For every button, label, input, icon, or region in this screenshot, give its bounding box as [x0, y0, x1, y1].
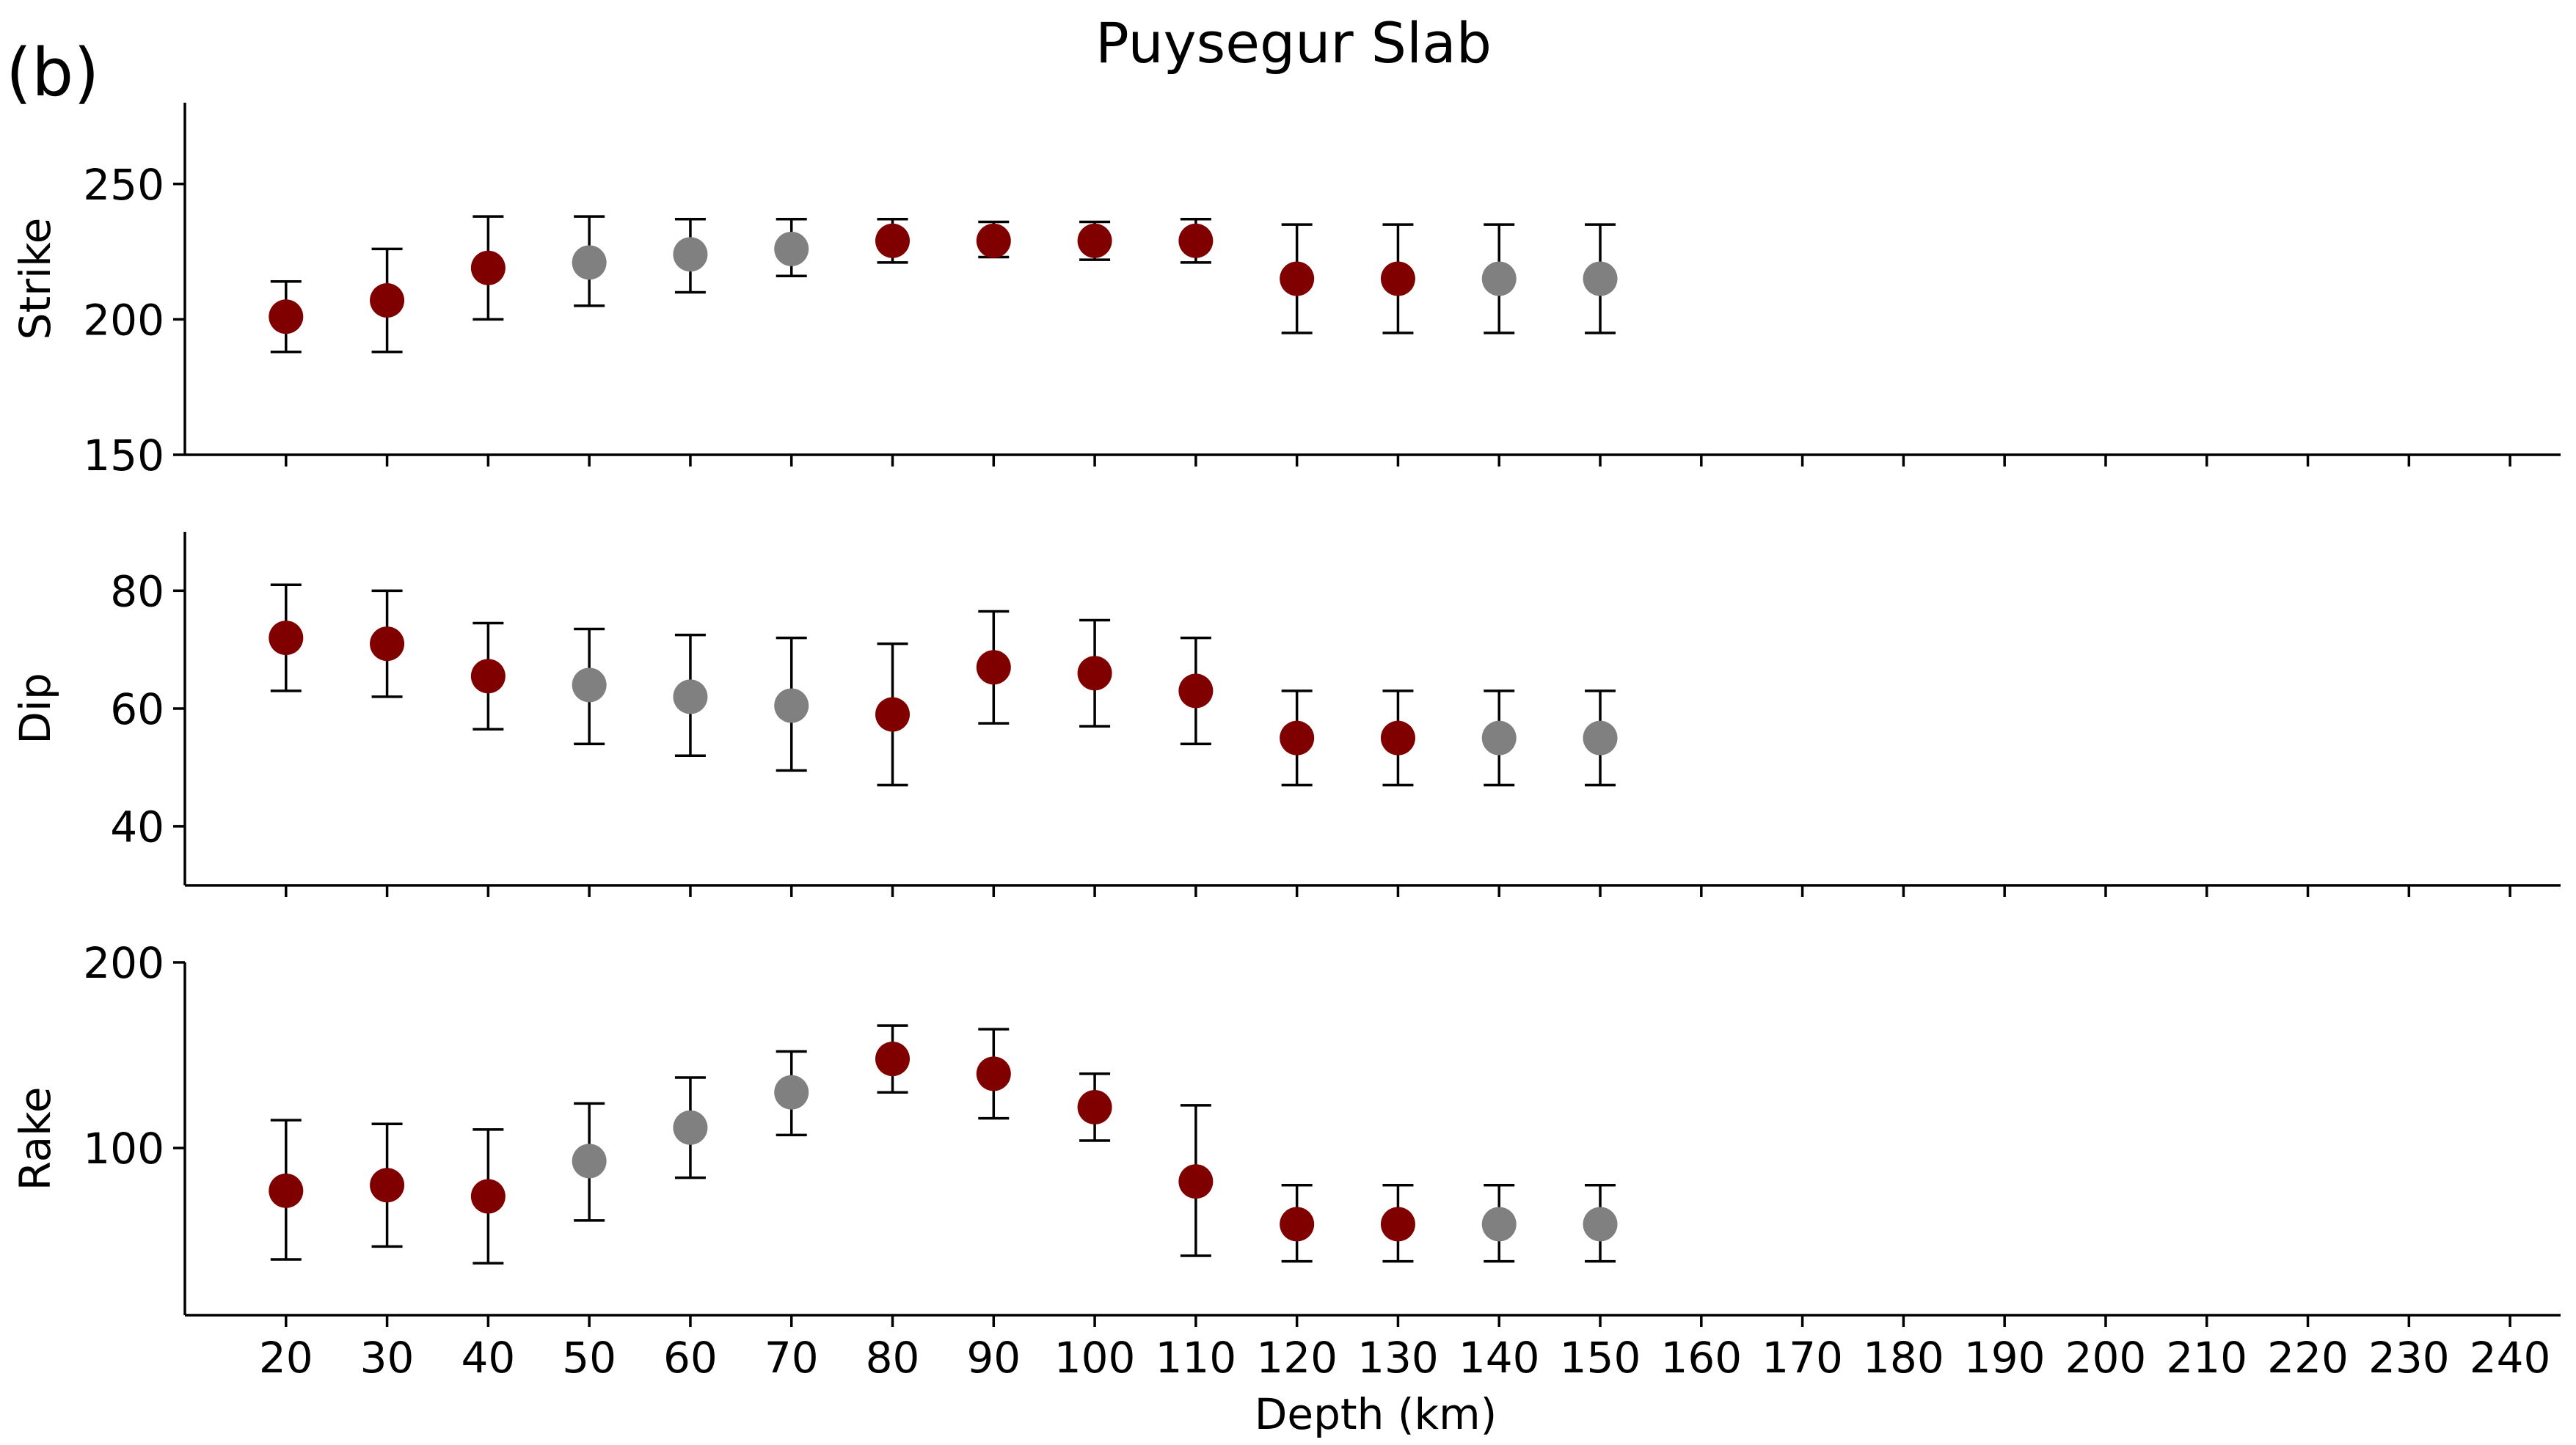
x-tick-label: 100 — [1054, 1333, 1136, 1383]
dip-y-tick-label: 40 — [110, 802, 164, 852]
x-tick-label: 80 — [866, 1333, 920, 1383]
strike-data-point — [875, 223, 911, 258]
strike-panel: 150 200 250 Strike — [10, 103, 2561, 480]
strike-data-point — [1077, 223, 1112, 258]
dip-data-point — [875, 697, 911, 732]
rake-data-point — [1178, 1164, 1214, 1199]
dip-data-point — [976, 650, 1011, 685]
strike-data-point — [1481, 261, 1517, 296]
dip-y-axis-label: Dip — [10, 673, 60, 745]
dip-data-point — [673, 679, 708, 714]
rake-data-point — [1280, 1207, 1315, 1242]
rake-panel: 100 200 Rake 20 30 40 50 60 70 80 90 100 110 120 130 14… — [10, 938, 2561, 1383]
rake-data-point — [774, 1075, 809, 1110]
strike-data-point — [774, 231, 809, 266]
x-tick-label: 160 — [1660, 1333, 1742, 1383]
x-tick-label: 170 — [1762, 1333, 1843, 1383]
strike-data-point — [976, 223, 1011, 258]
rake-data-point — [269, 1173, 304, 1208]
chart-title: Puysegur Slab — [1095, 10, 1492, 76]
rake-y-tick-label: 200 — [83, 938, 164, 988]
rake-data-point — [1077, 1089, 1112, 1124]
x-tick-label: 210 — [2166, 1333, 2247, 1383]
x-tick-label: 150 — [1560, 1333, 1641, 1383]
dip-data-point — [1077, 656, 1112, 691]
rake-y-tick-label: 100 — [83, 1124, 164, 1174]
rake-data-point — [976, 1056, 1011, 1091]
strike-y-axis-label: Strike — [10, 218, 60, 340]
strike-data-point — [1280, 261, 1315, 296]
rake-data-point — [1380, 1207, 1415, 1242]
dip-data-point — [470, 659, 506, 694]
x-axis-label: Depth (km) — [1255, 1389, 1497, 1439]
rake-data-point — [370, 1168, 405, 1203]
x-tick-label: 140 — [1459, 1333, 1540, 1383]
dip-data-point — [1380, 720, 1415, 756]
x-tick-label: 190 — [1964, 1333, 2046, 1383]
dip-panel: 40 60 80 Dip — [10, 532, 2561, 897]
x-tick-label: 130 — [1357, 1333, 1439, 1383]
x-tick-label: 110 — [1156, 1333, 1237, 1383]
x-tick-label: 90 — [966, 1333, 1021, 1383]
dip-data-point — [269, 621, 304, 656]
rake-data-point — [1583, 1207, 1618, 1242]
strike-y-tick-label: 250 — [83, 160, 164, 210]
dip-data-point — [774, 688, 809, 723]
x-tick-label: 20 — [259, 1333, 313, 1383]
strike-data-point — [1380, 261, 1415, 296]
dip-y-tick-label: 60 — [110, 684, 164, 734]
rake-data-point — [572, 1144, 607, 1179]
dip-data-point — [572, 667, 607, 703]
dip-data-point — [1481, 720, 1517, 756]
strike-data-point — [673, 237, 708, 272]
strike-data-point — [572, 245, 607, 280]
x-tick-label: 30 — [360, 1333, 415, 1383]
rake-data-point — [673, 1110, 708, 1145]
x-tick-label: 50 — [562, 1333, 616, 1383]
dip-data-point — [370, 626, 405, 662]
strike-y-tick-label: 200 — [83, 295, 164, 345]
rake-data-point — [470, 1179, 506, 1214]
x-tick-label: 60 — [663, 1333, 718, 1383]
strike-data-point — [1178, 223, 1214, 258]
dip-data-point — [1178, 673, 1214, 709]
rake-data-point — [1481, 1207, 1517, 1242]
dip-data-point — [1583, 720, 1618, 756]
rake-data-point — [875, 1042, 911, 1077]
x-tick-label: 120 — [1256, 1333, 1338, 1383]
x-tick-label: 70 — [765, 1333, 819, 1383]
panel-tag: (b) — [6, 34, 99, 111]
x-tick-label: 220 — [2267, 1333, 2349, 1383]
dip-y-tick-label: 80 — [110, 566, 164, 616]
strike-data-point — [269, 299, 304, 334]
x-tick-label: 230 — [2368, 1333, 2450, 1383]
strike-y-tick-label: 150 — [83, 431, 164, 480]
strike-data-point — [470, 250, 506, 285]
x-tick-label: 180 — [1863, 1333, 1944, 1383]
x-tick-label: 40 — [461, 1333, 515, 1383]
rake-y-axis-label: Rake — [10, 1087, 60, 1191]
dip-data-point — [1280, 720, 1315, 756]
strike-data-point — [1583, 261, 1618, 296]
x-tick-label: 200 — [2065, 1333, 2147, 1383]
x-tick-label: 240 — [2470, 1333, 2551, 1383]
strike-data-point — [370, 283, 405, 318]
